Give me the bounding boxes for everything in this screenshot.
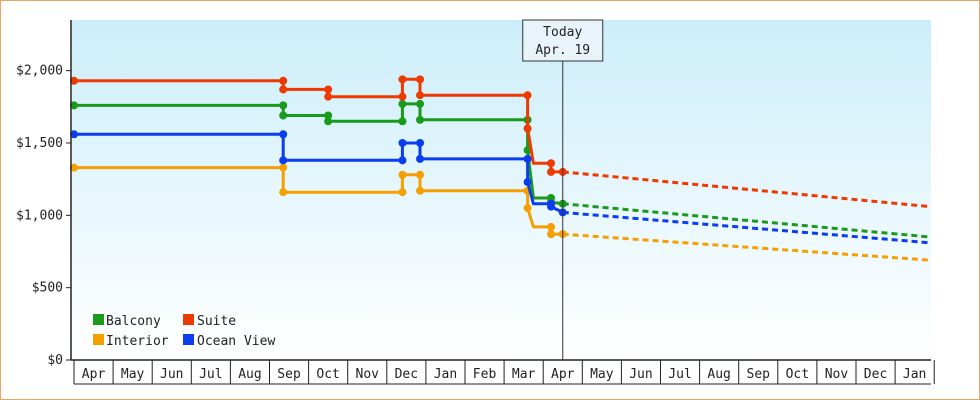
- today-date: Apr. 19: [535, 43, 590, 58]
- data-point-balcony: [279, 101, 288, 110]
- y-tick-label: $2,000: [16, 64, 63, 79]
- x-tick-label: Jul: [668, 367, 691, 382]
- data-point-ocean-view: [547, 202, 556, 211]
- data-point-suite: [523, 124, 532, 133]
- data-point-ocean-view: [398, 138, 407, 147]
- data-point-ocean-view: [416, 138, 425, 147]
- x-tick-label: Aug: [707, 367, 730, 382]
- x-tick-label: Aug: [238, 367, 261, 382]
- data-point-suite: [547, 167, 556, 176]
- x-tick-label: Jun: [629, 367, 652, 382]
- x-tick-label: Sep: [747, 367, 771, 382]
- forecast-line-interior: [562, 232, 931, 262]
- data-point-interior: [398, 170, 407, 179]
- legend-swatch-ocean-view: [183, 334, 194, 345]
- data-point-suite: [279, 76, 288, 85]
- x-axis-ticks: Apr May Jun Jul Aug Sep Oct Nov Dec Jan Feb Mar Apr M…: [73, 360, 935, 385]
- legend: Balcony Suite Interior Ocean View: [93, 314, 275, 349]
- x-tick-label: Apr: [551, 367, 575, 382]
- data-point-ocean-view: [398, 156, 407, 165]
- data-point-suite: [70, 76, 78, 85]
- data-point-interior: [416, 186, 425, 195]
- legend-swatch-interior: [93, 334, 104, 345]
- data-point-interior: [279, 188, 288, 197]
- data-point-suite: [523, 91, 532, 100]
- x-tick-label: Dec: [395, 367, 418, 382]
- legend-label-balcony: Balcony: [106, 314, 161, 329]
- data-point-ocean-view: [416, 154, 425, 163]
- x-tick-label: Nov: [356, 367, 380, 382]
- data-point-suite: [398, 92, 407, 101]
- data-point-ocean-view: [279, 130, 288, 139]
- legend-swatch-suite: [183, 314, 194, 325]
- x-tick-label: Nov: [825, 367, 849, 382]
- axes: [70, 20, 931, 361]
- y-tick-label: $500: [32, 281, 63, 296]
- data-point-interior: [398, 188, 407, 197]
- data-point-ocean-view: [523, 154, 532, 163]
- x-tick-label: Jan: [434, 367, 457, 382]
- x-tick-label: Dec: [864, 367, 887, 382]
- x-tick-label: Jul: [199, 367, 222, 382]
- x-tick-label: Oct: [316, 367, 339, 382]
- data-point-balcony: [324, 111, 333, 120]
- data-point-suite: [416, 91, 425, 100]
- legend-label-ocean-view: Ocean View: [197, 334, 275, 349]
- forecast-line-suite: [562, 170, 931, 209]
- legend-label-interior: Interior: [106, 334, 169, 349]
- data-point-balcony: [324, 117, 333, 126]
- x-tick-label: Jan: [903, 367, 926, 382]
- y-axis-ticks: $0 $500 $1,000 $1,500 $2,000: [16, 64, 71, 368]
- data-point-ocean-view: [279, 156, 288, 165]
- x-tick-label: Mar: [512, 367, 536, 382]
- data-point-balcony: [416, 115, 425, 124]
- data-point-suite: [324, 85, 333, 94]
- y-tick-label: $1,000: [16, 208, 63, 223]
- data-point-interior: [547, 230, 556, 239]
- data-point-suite: [279, 85, 288, 94]
- x-tick-label: Apr: [82, 367, 106, 382]
- data-point-suite: [398, 75, 407, 84]
- data-point-interior: [547, 222, 556, 231]
- data-point-interior: [70, 163, 78, 172]
- x-tick-label: May: [121, 367, 145, 382]
- data-point-interior: [523, 204, 532, 213]
- today-marker: Today Apr. 19: [522, 19, 604, 360]
- legend-swatch-balcony: [93, 314, 104, 325]
- data-point-suite: [547, 159, 556, 168]
- data-point-balcony: [279, 111, 288, 120]
- data-point-ocean-view: [523, 178, 532, 187]
- data-point-balcony: [398, 99, 407, 108]
- today-box: [522, 19, 604, 62]
- legend-label-suite: Suite: [197, 314, 236, 329]
- x-tick-label: Feb: [473, 367, 497, 382]
- series-layer: [70, 75, 931, 262]
- x-tick-label: Sep: [277, 367, 301, 382]
- y-tick-label: $1,500: [16, 136, 63, 151]
- y-tick-label: $0: [47, 353, 63, 368]
- x-tick-label: May: [590, 367, 614, 382]
- x-tick-label: Jun: [160, 367, 183, 382]
- data-point-ocean-view: [70, 130, 78, 139]
- data-point-interior: [416, 170, 425, 179]
- x-tick-label: Oct: [786, 367, 809, 382]
- data-point-interior: [279, 163, 288, 172]
- data-point-balcony: [416, 99, 425, 108]
- data-point-suite: [324, 92, 333, 101]
- forecast-line-balcony: [562, 202, 931, 239]
- forecast-line-ocean-view: [562, 210, 931, 245]
- data-point-suite: [416, 75, 425, 84]
- data-point-balcony: [70, 101, 78, 110]
- data-point-balcony: [398, 117, 407, 126]
- today-label: Today: [543, 25, 582, 40]
